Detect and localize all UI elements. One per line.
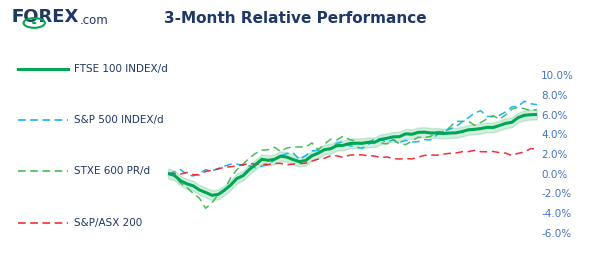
Text: .com: .com xyxy=(80,14,109,26)
Text: STXE 600 PR/d: STXE 600 PR/d xyxy=(74,166,150,177)
Text: 3-Month Relative Performance: 3-Month Relative Performance xyxy=(163,11,427,26)
Text: FTSE 100 INDEX/d: FTSE 100 INDEX/d xyxy=(74,64,168,74)
Text: FOREX: FOREX xyxy=(12,8,79,26)
Text: F: F xyxy=(12,8,24,26)
Text: S&P/ASX 200: S&P/ASX 200 xyxy=(74,218,142,228)
Text: S&P 500 INDEX/d: S&P 500 INDEX/d xyxy=(74,115,163,125)
